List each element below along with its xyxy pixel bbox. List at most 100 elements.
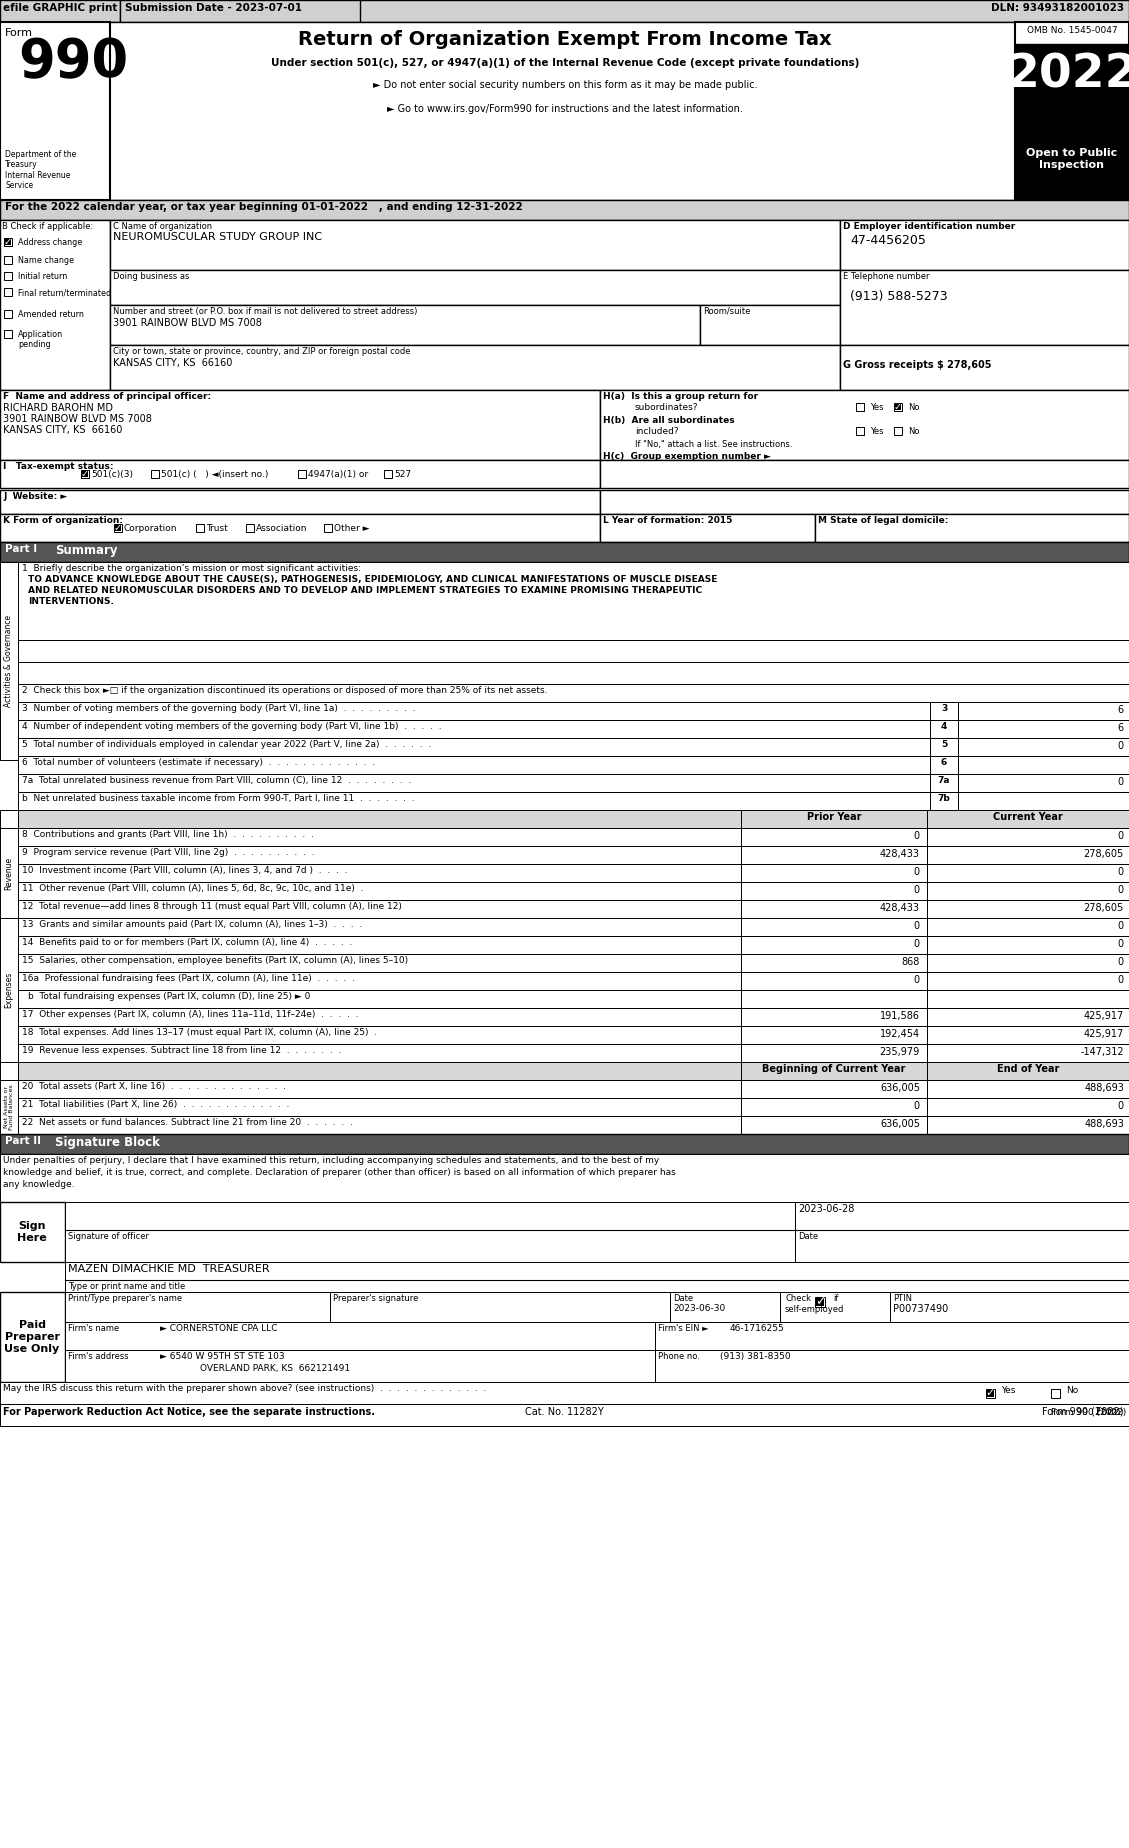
Text: (913) 381-8350: (913) 381-8350 — [720, 1353, 790, 1360]
Bar — [18, 865, 741, 881]
Bar — [0, 1079, 18, 1135]
Text: 46-1716255: 46-1716255 — [730, 1323, 785, 1332]
Bar — [0, 460, 599, 488]
Bar — [330, 1292, 669, 1321]
Bar — [927, 1116, 1129, 1135]
Bar — [987, 1390, 994, 1397]
Text: M State of legal domicile:: M State of legal domicile: — [819, 516, 948, 525]
Bar — [114, 525, 122, 532]
Text: 868: 868 — [902, 957, 920, 967]
Bar — [927, 1098, 1129, 1116]
Text: b  Total fundraising expenses (Part IX, column (D), line 25) ► 0: b Total fundraising expenses (Part IX, c… — [28, 992, 310, 1002]
Bar — [5, 310, 12, 318]
Text: TO ADVANCE KNOWLEDGE ABOUT THE CAUSE(S), PATHOGENESIS, EPIDEMIOLOGY, AND CLINICA: TO ADVANCE KNOWLEDGE ABOUT THE CAUSE(S),… — [28, 575, 717, 584]
Text: 428,433: 428,433 — [879, 848, 920, 859]
Bar — [930, 793, 959, 809]
Bar — [18, 991, 741, 1007]
Text: Amended return: Amended return — [18, 310, 84, 320]
Text: Yes: Yes — [1001, 1386, 1015, 1395]
Text: Yes: Yes — [870, 403, 884, 412]
Text: 1  Briefly describe the organization’s mission or most significant activities:: 1 Briefly describe the organization’s mi… — [21, 564, 361, 573]
Bar — [959, 721, 1129, 737]
Bar — [599, 390, 1129, 460]
Bar — [986, 1388, 995, 1397]
Text: For the 2022 calendar year, or tax year beginning 01-01-2022   , and ending 12-3: For the 2022 calendar year, or tax year … — [5, 201, 523, 213]
Bar — [65, 1201, 795, 1262]
Text: Type or print name and title: Type or print name and title — [68, 1283, 185, 1292]
Bar — [65, 1321, 655, 1351]
Text: City or town, state or province, country, and ZIP or foreign postal code: City or town, state or province, country… — [113, 347, 411, 357]
Text: 4  Number of independent voting members of the governing body (Part VI, line 1b): 4 Number of independent voting members o… — [21, 723, 441, 732]
Bar — [0, 490, 599, 514]
Text: Form 990 (2022): Form 990 (2022) — [1051, 1408, 1126, 1417]
Bar — [18, 900, 741, 918]
Text: Firm's EIN ►: Firm's EIN ► — [658, 1323, 709, 1332]
Bar — [741, 1079, 927, 1098]
Bar — [816, 1297, 824, 1307]
Bar — [18, 1026, 741, 1044]
Bar — [0, 200, 1129, 220]
Text: DLN: 93493182001023: DLN: 93493182001023 — [991, 4, 1124, 13]
Bar — [0, 1404, 1129, 1427]
Text: P00737490: P00737490 — [893, 1305, 948, 1314]
Bar — [856, 403, 864, 410]
Bar — [599, 460, 1129, 488]
Bar — [82, 471, 88, 477]
Text: 9  Program service revenue (Part VIII, line 2g)  .  .  .  .  .  .  .  .  .  .: 9 Program service revenue (Part VIII, li… — [21, 848, 315, 857]
Bar — [18, 954, 741, 972]
Bar — [246, 525, 254, 532]
Text: 0: 0 — [1118, 776, 1124, 787]
Bar — [0, 828, 18, 918]
Bar — [927, 809, 1129, 828]
Bar — [0, 1063, 18, 1079]
Bar — [815, 514, 1129, 541]
Text: 8  Contributions and grants (Part VIII, line 1h)  .  .  .  .  .  .  .  .  .  .: 8 Contributions and grants (Part VIII, l… — [21, 830, 314, 839]
Text: INTERVENTIONS.: INTERVENTIONS. — [28, 597, 114, 606]
Bar — [110, 346, 840, 390]
Bar — [930, 721, 959, 737]
Bar — [669, 1292, 780, 1321]
Text: 527: 527 — [394, 469, 411, 479]
Text: Date: Date — [673, 1294, 693, 1303]
Text: ► Do not enter social security numbers on this form as it may be made public.: ► Do not enter social security numbers o… — [373, 79, 758, 91]
Text: 2  Check this box ►□ if the organization discontinued its operations or disposed: 2 Check this box ►□ if the organization … — [21, 686, 548, 695]
Text: 425,917: 425,917 — [1084, 1029, 1124, 1039]
Bar — [890, 1292, 1129, 1321]
Text: ✓: ✓ — [894, 403, 902, 412]
Bar — [1050, 1388, 1059, 1397]
Text: 15  Salaries, other compensation, employee benefits (Part IX, column (A), lines : 15 Salaries, other compensation, employe… — [21, 955, 408, 965]
Text: 2023-06-30: 2023-06-30 — [673, 1305, 725, 1312]
Bar — [927, 828, 1129, 846]
Bar — [741, 918, 927, 935]
Bar — [0, 22, 110, 200]
Text: (913) 588-5273: (913) 588-5273 — [850, 290, 947, 303]
Bar — [18, 737, 930, 756]
Bar — [0, 390, 599, 460]
Bar — [18, 1063, 741, 1079]
Bar — [927, 1026, 1129, 1044]
Text: No: No — [1066, 1386, 1078, 1395]
Text: Initial return: Initial return — [18, 272, 68, 281]
Text: Prior Year: Prior Year — [807, 811, 861, 822]
Bar — [18, 1116, 741, 1135]
Bar — [927, 900, 1129, 918]
Text: 990: 990 — [18, 35, 128, 89]
Text: self-employed: self-employed — [785, 1305, 844, 1314]
Bar — [840, 346, 1129, 390]
Text: 3  Number of voting members of the governing body (Part VI, line 1a)  .  .  .  .: 3 Number of voting members of the govern… — [21, 704, 415, 713]
Text: 0: 0 — [1118, 1101, 1124, 1111]
Bar — [741, 972, 927, 991]
Text: AND RELATED NEUROMUSCULAR DISORDERS AND TO DEVELOP AND IMPLEMENT STRATEGIES TO E: AND RELATED NEUROMUSCULAR DISORDERS AND … — [28, 586, 702, 595]
Bar — [196, 525, 204, 532]
Bar — [110, 220, 840, 270]
Text: 22  Net assets or fund balances. Subtract line 21 from line 20  .  .  .  .  .  .: 22 Net assets or fund balances. Subtract… — [21, 1118, 353, 1127]
Text: Form: Form — [5, 28, 33, 39]
Text: 425,917: 425,917 — [1084, 1011, 1124, 1020]
Bar — [894, 403, 902, 410]
Bar — [927, 918, 1129, 935]
Bar — [5, 238, 11, 246]
Bar — [18, 828, 741, 846]
Text: Association: Association — [256, 525, 307, 532]
Text: 0: 0 — [913, 976, 920, 985]
Text: Firm's address: Firm's address — [68, 1353, 129, 1360]
